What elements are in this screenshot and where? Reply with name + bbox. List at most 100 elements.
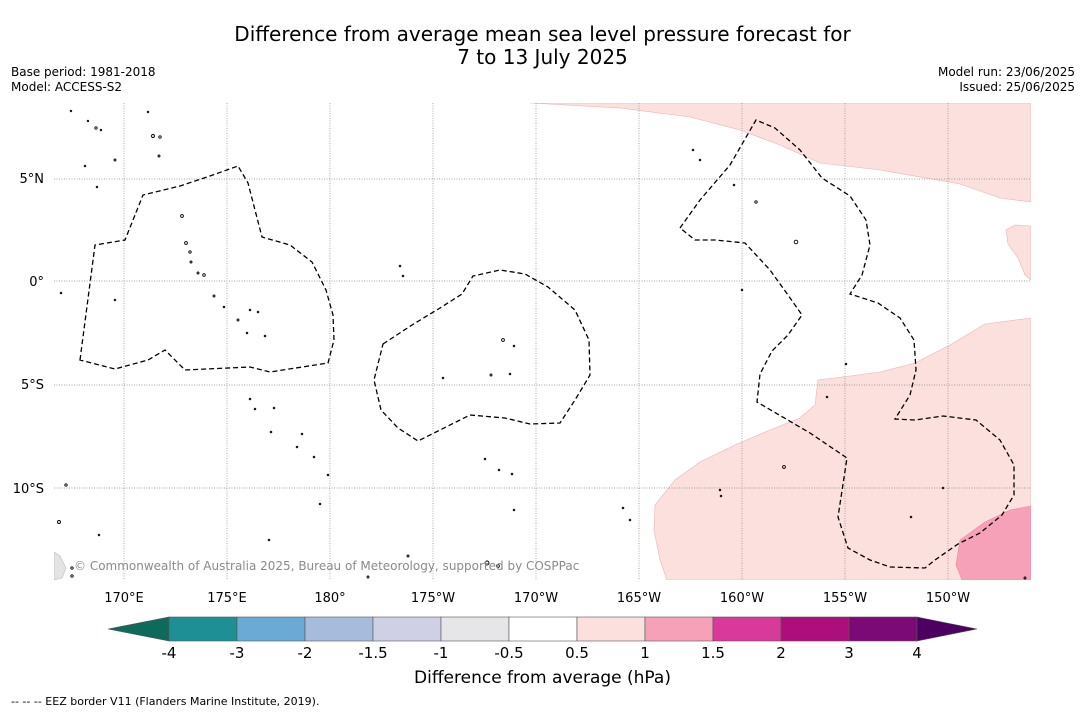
model-run: Model run: 23/06/2025: [937, 65, 1075, 79]
lon-label: 160°W: [720, 591, 764, 606]
island-marker: [184, 241, 188, 245]
island-marker: [222, 305, 226, 309]
island-marker: [57, 520, 61, 524]
island-marker: [512, 508, 516, 512]
colorbar-segment: [236, 616, 306, 642]
colorbar-tick: 1.5: [701, 644, 725, 662]
lon-label: 155°W: [823, 591, 867, 606]
island-marker: [146, 110, 150, 114]
lat-label: 0°: [29, 275, 44, 290]
lat-labels: 5°N 0° 5°S 10°S: [13, 172, 44, 497]
island-marker: [113, 298, 117, 302]
title-line-2: 7 to 13 July 2025: [457, 45, 628, 69]
island-marker: [754, 200, 758, 204]
island-marker: [248, 397, 252, 401]
island-marker: [483, 457, 487, 461]
island-marker: [300, 432, 304, 436]
eez-border-phoenix: [373, 269, 591, 442]
anomaly-region-east-islet: [1005, 224, 1031, 281]
island-marker: [326, 473, 330, 477]
island-marker: [97, 533, 101, 537]
colorbar-tick: 1: [640, 644, 650, 662]
island-marker: [263, 334, 267, 338]
island-marker: [188, 250, 192, 254]
island-marker: [698, 158, 702, 162]
island-marker: [69, 109, 73, 113]
islands: [57, 109, 1027, 580]
island-marker: [508, 372, 512, 376]
island-marker: [628, 518, 632, 522]
island-marker: [691, 148, 695, 152]
lon-label: 175°W: [411, 591, 455, 606]
island-marker: [782, 465, 786, 469]
colorbar-segment: [712, 616, 782, 642]
island-marker: [719, 494, 723, 498]
anomaly-region-southeast-strong: [955, 505, 1031, 580]
island-marker: [70, 566, 74, 570]
colorbar-segment: [372, 616, 442, 642]
island-marker: [94, 126, 98, 130]
lon-label: 180°: [314, 591, 345, 606]
island-marker: [844, 362, 848, 366]
island-marker: [295, 445, 299, 449]
issued-date: Issued: 25/06/2025: [959, 80, 1075, 94]
island-marker: [312, 455, 316, 459]
colorbar-tick: -2: [298, 644, 313, 662]
model-name: Model: ACCESS-S2: [11, 80, 123, 94]
island-marker: [253, 407, 257, 411]
colorbar-tick: -1.5: [358, 644, 387, 662]
island-marker: [441, 376, 445, 380]
lat-label: 5°S: [21, 378, 44, 393]
colorbar-segment: [576, 616, 646, 642]
map-area: [54, 103, 1031, 580]
island-marker: [212, 294, 216, 298]
colorbar-segment: [780, 616, 850, 642]
eez-border-tuvalu-kiribati-west: [79, 165, 335, 373]
island-marker: [196, 271, 200, 275]
island-marker: [484, 560, 490, 566]
colorbar-tick: 4: [912, 644, 922, 662]
meta-left: Base period: 1981-2018 Model: ACCESS-S2: [11, 65, 156, 95]
base-period: Base period: 1981-2018: [11, 65, 156, 79]
island-marker: [236, 318, 240, 322]
island-marker: [245, 331, 249, 335]
island-marker: [740, 288, 744, 292]
colorbar-tick: -0.5: [494, 644, 523, 662]
island-marker: [909, 515, 913, 519]
colorbar-segment: [644, 616, 714, 642]
island-marker: [95, 185, 99, 189]
colorbar-tick: 3: [844, 644, 854, 662]
island-marker: [497, 468, 501, 472]
colorbar-segment: [440, 616, 510, 642]
island-marker: [189, 260, 193, 264]
island-marker: [406, 554, 410, 558]
island-marker: [70, 574, 74, 578]
title-line-1: Difference from average mean sea level p…: [234, 22, 851, 46]
lon-label: 150°W: [926, 591, 970, 606]
lat-label: 5°N: [20, 172, 45, 187]
island-marker: [256, 310, 260, 314]
lon-label: 175°E: [207, 591, 247, 606]
colorbar-extend-low: [107, 616, 170, 642]
island-marker: [398, 264, 402, 268]
colorbar-tick: -1: [434, 644, 449, 662]
island-marker: [267, 538, 271, 542]
island-marker: [269, 430, 273, 434]
island-marker: [512, 344, 516, 348]
eez-border-line-islands: [679, 119, 1015, 569]
colorbar: [107, 616, 978, 642]
colorbar-title: Difference from average (hPa): [414, 668, 671, 688]
island-marker: [621, 506, 625, 510]
colorbar-segment: [508, 616, 578, 642]
island-marker: [272, 406, 276, 410]
gridlines: [54, 103, 1031, 580]
eez-footnote: -- -- -- EEZ border V11 (Flanders Marine…: [11, 695, 320, 708]
island-marker: [1023, 576, 1027, 580]
island-marker: [941, 486, 945, 490]
island-marker: [113, 158, 117, 162]
colorbar-tick: 2: [776, 644, 786, 662]
island-marker: [180, 214, 184, 218]
island-marker: [496, 564, 500, 568]
island-marker: [83, 164, 87, 168]
